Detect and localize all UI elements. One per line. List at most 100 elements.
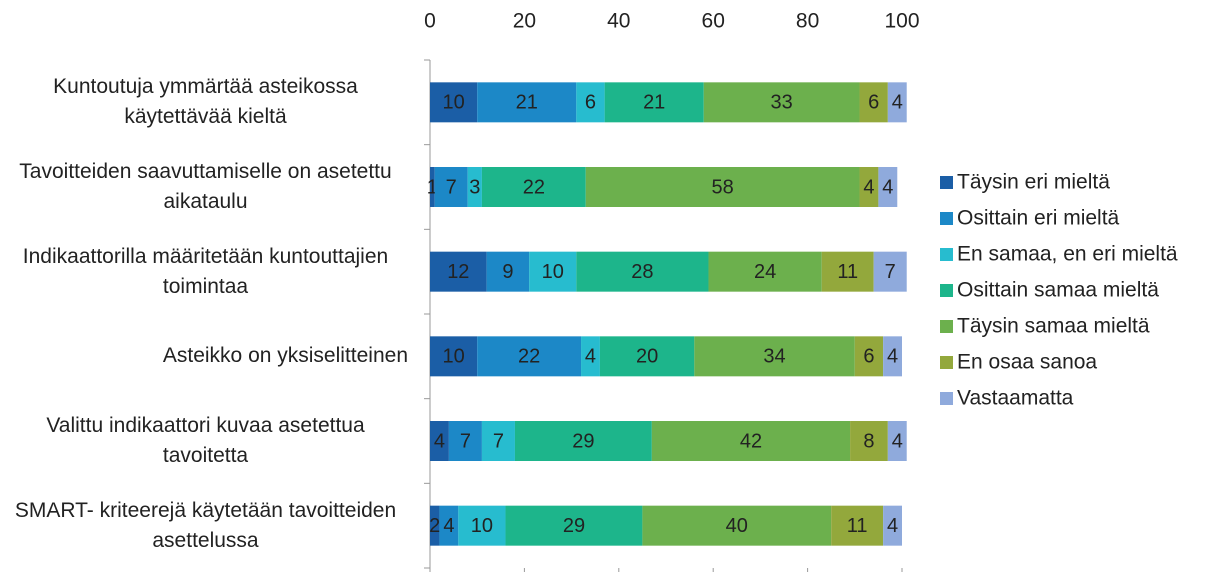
bar-segment [887, 421, 907, 461]
data-label: 6 [868, 92, 879, 114]
category-label-box: SMART- kriteerejä käytetään tavoitteiden… [3, 486, 408, 566]
y-tick-label: Kuntoutuja ymmärtää asteikossa käytettäv… [53, 75, 358, 129]
bar-segment [430, 421, 449, 461]
x-tick-label: 80 [796, 10, 819, 33]
data-label: 8 [863, 430, 874, 452]
data-label: 11 [847, 515, 868, 537]
data-label: 12 [447, 261, 469, 283]
legend-label: Täysin samaa mieltä [957, 315, 1150, 338]
bar-segment [434, 167, 468, 207]
data-label: 3 [469, 176, 480, 198]
bar-segment [703, 82, 860, 123]
bar-segment [430, 82, 478, 123]
bar-segment [850, 421, 888, 461]
legend-label: Osittain eri mieltä [957, 207, 1120, 230]
data-label: 24 [754, 261, 776, 283]
bar-segment [651, 421, 851, 461]
bar-segment [458, 505, 506, 546]
legend-swatch [940, 284, 953, 297]
x-tick-label: 20 [513, 10, 536, 33]
y-tick-label: Tavoitteiden saavuttamiselle on asetettu… [19, 160, 392, 213]
data-label: 10 [442, 346, 464, 368]
legend-label: Vastaamatta [957, 387, 1074, 410]
x-tick-label: 0 [424, 10, 436, 33]
legend-label: Täysin eri mieltä [957, 171, 1110, 194]
data-label: 42 [740, 430, 762, 452]
bar-segment [854, 336, 884, 377]
data-label: 21 [643, 92, 665, 114]
data-label: 22 [518, 346, 540, 368]
data-label: 4 [882, 176, 893, 198]
bar-segment [887, 82, 907, 123]
data-label: 28 [631, 261, 653, 283]
bar-segment [481, 421, 515, 461]
data-label: 4 [434, 430, 445, 452]
bar-segment [467, 167, 482, 207]
bar-segment [831, 505, 884, 546]
bar-segment [481, 167, 586, 207]
bar-segment [821, 251, 874, 292]
bar-segment [878, 167, 898, 207]
legend-swatch [940, 356, 953, 369]
data-label: 6 [585, 92, 596, 114]
data-label: 40 [726, 515, 748, 537]
legend-label: En osaa sanoa [957, 351, 1097, 374]
legend-label: Osittain samaa mieltä [957, 279, 1159, 302]
data-label: 11 [837, 261, 858, 283]
data-label: 2 [429, 515, 440, 537]
data-label: 34 [763, 346, 785, 368]
category-label-box: Valittu indikaattori kuvaa asetettua tav… [3, 401, 408, 481]
data-label: 58 [712, 176, 734, 198]
legend-swatch [940, 248, 953, 261]
bar-segment [505, 505, 643, 546]
data-label: 4 [443, 515, 454, 537]
data-label: 7 [885, 261, 896, 283]
data-label: 4 [585, 346, 596, 368]
data-label: 6 [863, 346, 874, 368]
bar-segment [604, 82, 704, 123]
bar-segment [859, 82, 888, 123]
bar-segment [576, 82, 605, 123]
data-label: 22 [523, 176, 545, 198]
bar-segment [883, 505, 902, 546]
bar-segment [883, 336, 902, 377]
legend-swatch [940, 176, 953, 189]
data-label: 33 [771, 92, 793, 114]
data-label: 10 [442, 92, 464, 114]
bar-segment [430, 251, 487, 292]
bar-segment [514, 421, 652, 461]
bar-segment [477, 336, 582, 377]
bar-segment [585, 167, 860, 207]
category-label-box: Kuntoutuja ymmärtää asteikossa käytettäv… [3, 62, 408, 142]
data-label: 10 [471, 515, 493, 537]
data-label: 4 [892, 92, 903, 114]
data-label: 10 [542, 261, 564, 283]
data-label: 4 [863, 176, 874, 198]
bar-segment [430, 167, 435, 207]
bar-segment [529, 251, 577, 292]
legend-swatch [940, 392, 953, 405]
x-tick-label: 60 [702, 10, 725, 33]
data-label: 4 [887, 515, 898, 537]
bar-segment [859, 167, 879, 207]
y-tick-label: Asteikko on yksiselitteinen [162, 344, 408, 368]
data-label: 29 [563, 515, 585, 537]
category-label-box: Indikaattorilla määritetään kuntouttajie… [3, 232, 408, 312]
y-tick-label: SMART- kriteerejä käytetään tavoitteiden… [14, 498, 397, 552]
x-tick-label: 100 [884, 10, 919, 33]
category-label-box: Asteikko on yksiselitteinen [163, 316, 408, 396]
data-label: 1 [427, 176, 438, 198]
data-label: 4 [892, 430, 903, 452]
bar-segment [576, 251, 709, 292]
data-label: 7 [460, 430, 471, 452]
y-tick-label: Valittu indikaattori kuvaa asetettua tav… [46, 414, 365, 467]
bar-segment [439, 505, 459, 546]
bar-segment [448, 421, 482, 461]
category-label-box: Tavoitteiden saavuttamiselle on asetettu… [3, 147, 408, 227]
legend-swatch [940, 320, 953, 333]
bar-segment [486, 251, 530, 292]
legend-swatch [940, 212, 953, 225]
y-tick-label: Indikaattorilla määritetään kuntouttajie… [22, 244, 389, 298]
